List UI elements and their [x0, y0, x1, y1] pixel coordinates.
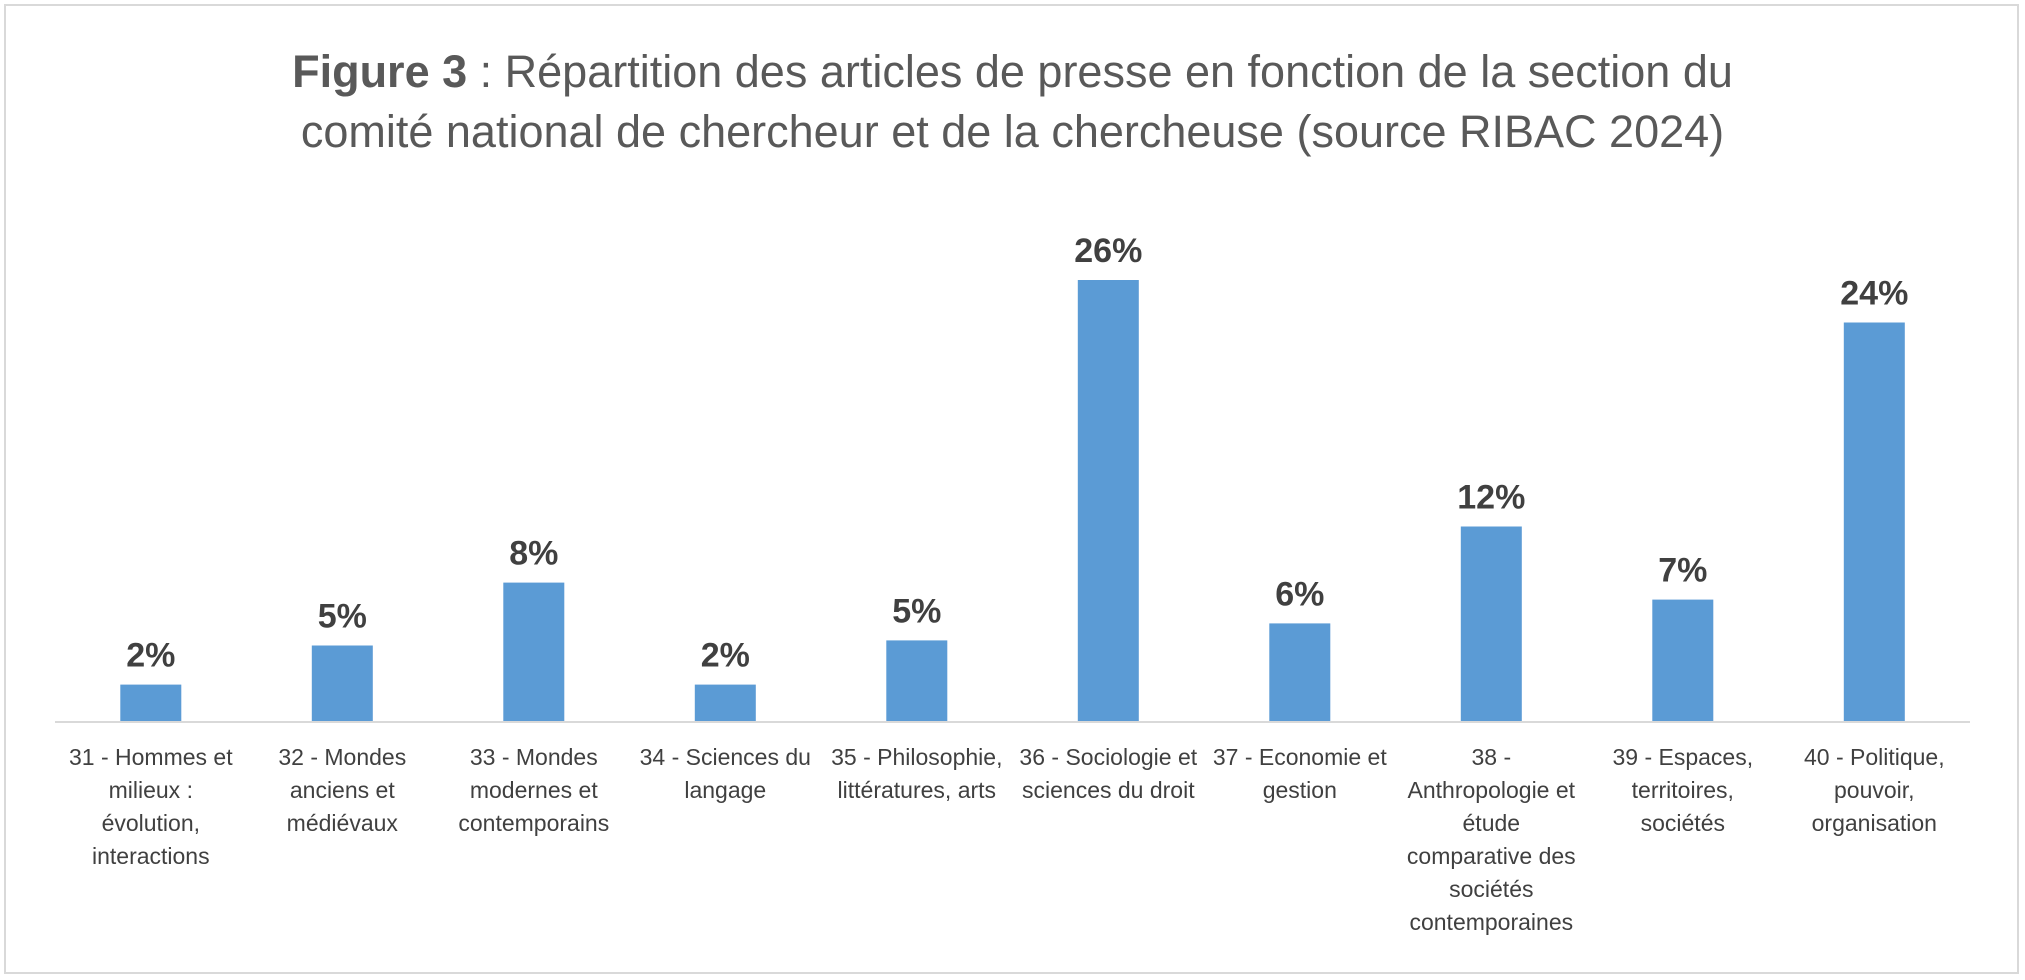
- bar-10: [1843, 322, 1905, 722]
- bar-4: [694, 684, 756, 722]
- category-label-8-line-1: 38 -: [1471, 744, 1511, 770]
- category-label-4: 34 - Sciences du langage: [640, 744, 811, 803]
- category-label-8-line-3: étude: [1463, 810, 1521, 836]
- data-label-5: 5%: [892, 592, 941, 630]
- category-label-5-line-2: littératures, arts: [838, 777, 997, 803]
- category-label-2-line-3: médiévaux: [287, 810, 399, 836]
- bar-5: [886, 640, 948, 722]
- category-label-3-line-1: 33 - Mondes: [470, 744, 598, 770]
- category-label-10-line-2: pouvoir,: [1834, 777, 1915, 803]
- bar-6: [1077, 280, 1139, 722]
- category-label-2-line-1: 32 - Mondes: [278, 744, 406, 770]
- category-label-5: 35 - Philosophie, littératures, arts: [831, 744, 1002, 803]
- category-label-1-line-3: évolution,: [102, 810, 200, 836]
- category-label-7-line-2: gestion: [1263, 777, 1337, 803]
- category-label-1: 31 - Hommes et milieux : évolution, interac…: [69, 744, 233, 869]
- bar-8: [1460, 526, 1522, 722]
- bar-1: [120, 684, 182, 722]
- category-label-5-line-1: 35 - Philosophie,: [831, 744, 1002, 770]
- data-labels-group: 2% 5% 8% 2% 5% 26% 6% 12% 7% 24%: [126, 232, 1908, 675]
- category-label-8-line-6: contemporaines: [1409, 909, 1573, 935]
- category-label-2-line-2: anciens et: [290, 777, 395, 803]
- category-label-2: 32 - Mondes anciens et médiévaux: [278, 744, 406, 836]
- category-label-9-line-2: territoires,: [1632, 777, 1734, 803]
- data-label-6: 26%: [1074, 232, 1142, 270]
- category-labels-group: 31 - Hommes et milieux : évolution, interac…: [69, 744, 1945, 935]
- category-label-3-line-3: contemporains: [458, 810, 609, 836]
- category-label-8-line-2: Anthropologie et: [1408, 777, 1576, 803]
- category-label-10: 40 - Politique, pouvoir, organisation: [1804, 744, 1945, 836]
- category-label-9-line-3: sociétés: [1641, 810, 1725, 836]
- category-label-10-line-1: 40 - Politique,: [1804, 744, 1945, 770]
- bar-2: [311, 645, 373, 722]
- category-label-1-line-2: milieux :: [109, 777, 193, 803]
- data-label-8: 12%: [1457, 479, 1525, 517]
- category-label-6: 36 - Sociologie et sciences du droit: [1019, 744, 1197, 803]
- category-label-1-line-4: interactions: [92, 843, 210, 869]
- category-label-7-line-1: 37 - Economie et: [1213, 744, 1387, 770]
- data-label-10: 24%: [1840, 275, 1908, 313]
- chart-frame: [4, 4, 2019, 974]
- category-label-3: 33 - Mondes modernes et contemporains: [458, 744, 609, 836]
- category-label-7: 37 - Economie et gestion: [1213, 744, 1387, 803]
- data-label-9: 7%: [1658, 552, 1707, 590]
- category-label-4-line-2: langage: [684, 777, 766, 803]
- category-label-9: 39 - Espaces, territoires, sociétés: [1612, 744, 1753, 836]
- bar-3: [503, 582, 565, 722]
- category-label-6-line-2: sciences du droit: [1022, 777, 1195, 803]
- category-label-1-line-1: 31 - Hommes et: [69, 744, 233, 770]
- chart-title-line-1-text: : Répartition des articles de presse en …: [467, 46, 1733, 97]
- category-label-8: 38 - Anthropologie et étude comparative des…: [1407, 744, 1576, 935]
- chart-title-figure-number: Figure 3: [292, 46, 468, 97]
- data-label-4: 2%: [701, 637, 750, 675]
- data-label-7: 6%: [1275, 575, 1324, 613]
- bars-group: [120, 280, 1905, 722]
- category-label-3-line-2: modernes et: [470, 777, 598, 803]
- chart-title-line-1: Figure 3 : Répartition des articles de p…: [0, 42, 2025, 102]
- category-label-8-line-5: sociétés: [1449, 876, 1533, 902]
- category-label-8-line-4: comparative des: [1407, 843, 1576, 869]
- data-label-1: 2%: [126, 637, 175, 675]
- chart-title: Figure 3 : Répartition des articles de p…: [0, 42, 2025, 162]
- category-label-10-line-3: organisation: [1812, 810, 1937, 836]
- data-label-3: 8%: [509, 535, 558, 573]
- data-label-2: 5%: [318, 598, 367, 636]
- bar-7: [1269, 623, 1331, 722]
- category-label-9-line-1: 39 - Espaces,: [1612, 744, 1753, 770]
- chart-title-line-2: comité national de chercheur et de la ch…: [300, 106, 1725, 157]
- category-label-6-line-1: 36 - Sociologie et: [1019, 744, 1197, 770]
- bar-9: [1652, 599, 1714, 722]
- category-label-4-line-1: 34 - Sciences du: [640, 744, 811, 770]
